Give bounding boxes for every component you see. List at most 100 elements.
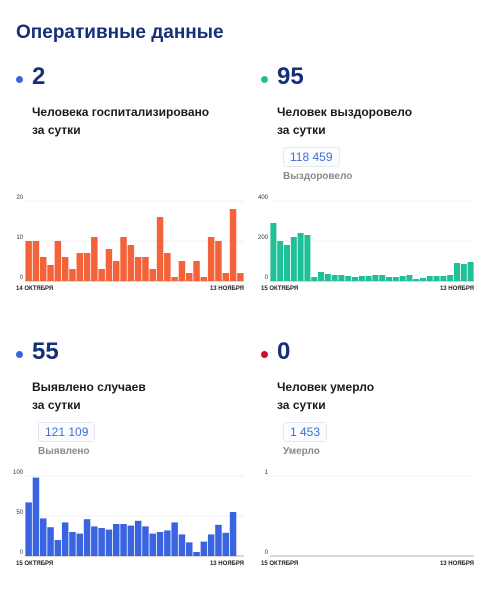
chart-bar	[392, 277, 399, 281]
chart-bar	[91, 237, 98, 281]
chart-bar	[134, 520, 142, 556]
chart-bar	[69, 532, 76, 556]
chart-bar	[142, 257, 149, 281]
chart-bar	[120, 524, 127, 556]
deaths-total-label: Умерло	[283, 446, 320, 457]
chart-bar	[134, 257, 142, 281]
chart-bar	[379, 275, 386, 281]
chart-bar	[186, 273, 193, 281]
recovered-label: Человек выздоровело за сутки	[277, 103, 477, 139]
detected-label: Выявлено случаев за сутки	[32, 378, 232, 414]
chart-bar	[164, 253, 171, 281]
chart-bar	[32, 477, 40, 556]
chart-bar	[215, 524, 222, 556]
label-line-1: Человек умерло	[277, 380, 375, 394]
recovered-total-badge: 118 459	[283, 147, 340, 167]
x-start-label: 15 ОКТЯБРЯ	[16, 561, 53, 567]
chart-bar	[215, 241, 222, 281]
chart-bar	[127, 525, 135, 556]
chart-bar	[149, 533, 156, 556]
label-line-2: за сутки	[277, 398, 326, 412]
page-title: Оперативные данные	[16, 22, 224, 43]
chart-bar	[440, 276, 447, 281]
chart-bar	[127, 245, 135, 281]
detected-total-label: Выявлено	[38, 446, 90, 457]
chart-bar	[420, 278, 426, 281]
status-dot-icon	[261, 351, 268, 358]
chart-bar	[372, 275, 379, 281]
chart-bar	[222, 273, 229, 281]
chart-bar	[178, 261, 186, 281]
x-end-label: 13 НОЯБРЯ	[210, 561, 244, 567]
y-tick-label: 10	[16, 235, 23, 241]
status-dot-icon	[16, 76, 23, 83]
y-tick-label: 50	[16, 510, 23, 516]
chart-bar	[200, 541, 208, 556]
hospitalized-card: 2 Человека госпитализировано за сутки 0 1…	[16, 63, 246, 333]
chart-bar	[61, 522, 69, 556]
chart-bar	[54, 241, 62, 281]
chart-bar	[113, 524, 120, 556]
deaths-card: 0 Человек умерло за сутки 1 453 Умерло 0…	[261, 338, 491, 608]
deaths-chart: 0 1 15 ОКТЯБРЯ 13 НОЯБРЯ	[261, 470, 474, 567]
detected-card: 55 Выявлено случаев за сутки 121 109 Выя…	[13, 338, 246, 608]
deaths-total-badge: 1 453	[283, 422, 328, 442]
chart-bar	[25, 502, 32, 556]
chart-bar	[331, 275, 338, 281]
chart-bar	[105, 529, 113, 556]
label-line-1: Человек выздоровело	[277, 105, 413, 119]
chart-bar	[200, 277, 208, 281]
recovered-total-label: Выздоровело	[283, 171, 353, 182]
chart-bar	[277, 241, 284, 281]
y-tick-label: 0	[265, 550, 269, 556]
chart-bar	[25, 241, 32, 281]
chart-bar	[345, 276, 352, 281]
chart-bar	[171, 522, 178, 556]
chart-bar	[61, 257, 69, 281]
chart-bar	[318, 272, 324, 281]
chart-bar	[164, 530, 171, 556]
chart-bar	[406, 275, 413, 281]
chart-bar	[178, 534, 186, 556]
chart-bar	[270, 223, 277, 281]
hospitalized-chart: 0 10 20 14 ОКТЯБРЯ 13 НОЯБРЯ	[16, 195, 244, 292]
chart-bar	[105, 249, 113, 281]
chart-bar	[91, 526, 98, 556]
chart-bar	[40, 518, 47, 556]
chart-bar	[98, 269, 105, 281]
chart-bar	[98, 528, 105, 556]
chart-bar	[142, 526, 149, 556]
label-line-1: Выявлено случаев	[32, 380, 146, 394]
chart-bar	[193, 261, 200, 281]
chart-bar	[83, 519, 91, 556]
chart-bar	[454, 263, 460, 281]
chart-bar	[76, 253, 83, 281]
chart-bar	[386, 277, 392, 281]
chart-bar	[460, 264, 467, 281]
chart-bar	[352, 277, 358, 281]
chart-bar	[120, 237, 127, 281]
deaths-value: 0	[277, 338, 291, 365]
chart-bar	[207, 534, 215, 556]
chart-bar	[324, 274, 331, 281]
chart-bar	[338, 275, 345, 281]
x-end-label: 13 НОЯБРЯ	[210, 286, 244, 292]
recovered-chart: 0 200 400 15 ОКТЯБРЯ 13 НОЯБРЯ	[258, 195, 474, 292]
chart-bar	[69, 269, 76, 281]
y-tick-label: 0	[265, 275, 269, 281]
status-dot-icon	[261, 76, 268, 83]
label-line-2: за сутки	[32, 123, 81, 137]
detected-chart: 0 50 100 15 ОКТЯБРЯ 13 НОЯБРЯ	[13, 470, 244, 567]
chart-bar	[284, 245, 290, 281]
chart-bar	[156, 532, 164, 556]
chart-bar	[447, 275, 454, 281]
label-line-2: за сутки	[32, 398, 81, 412]
chart-bar	[149, 269, 156, 281]
y-tick-label: 0	[20, 550, 24, 556]
chart-bar	[171, 277, 178, 281]
y-tick-label: 0	[20, 275, 24, 281]
chart-bar	[237, 273, 244, 281]
status-dot-icon	[16, 351, 23, 358]
chart-bar	[290, 237, 297, 281]
y-tick-label: 400	[258, 195, 269, 201]
